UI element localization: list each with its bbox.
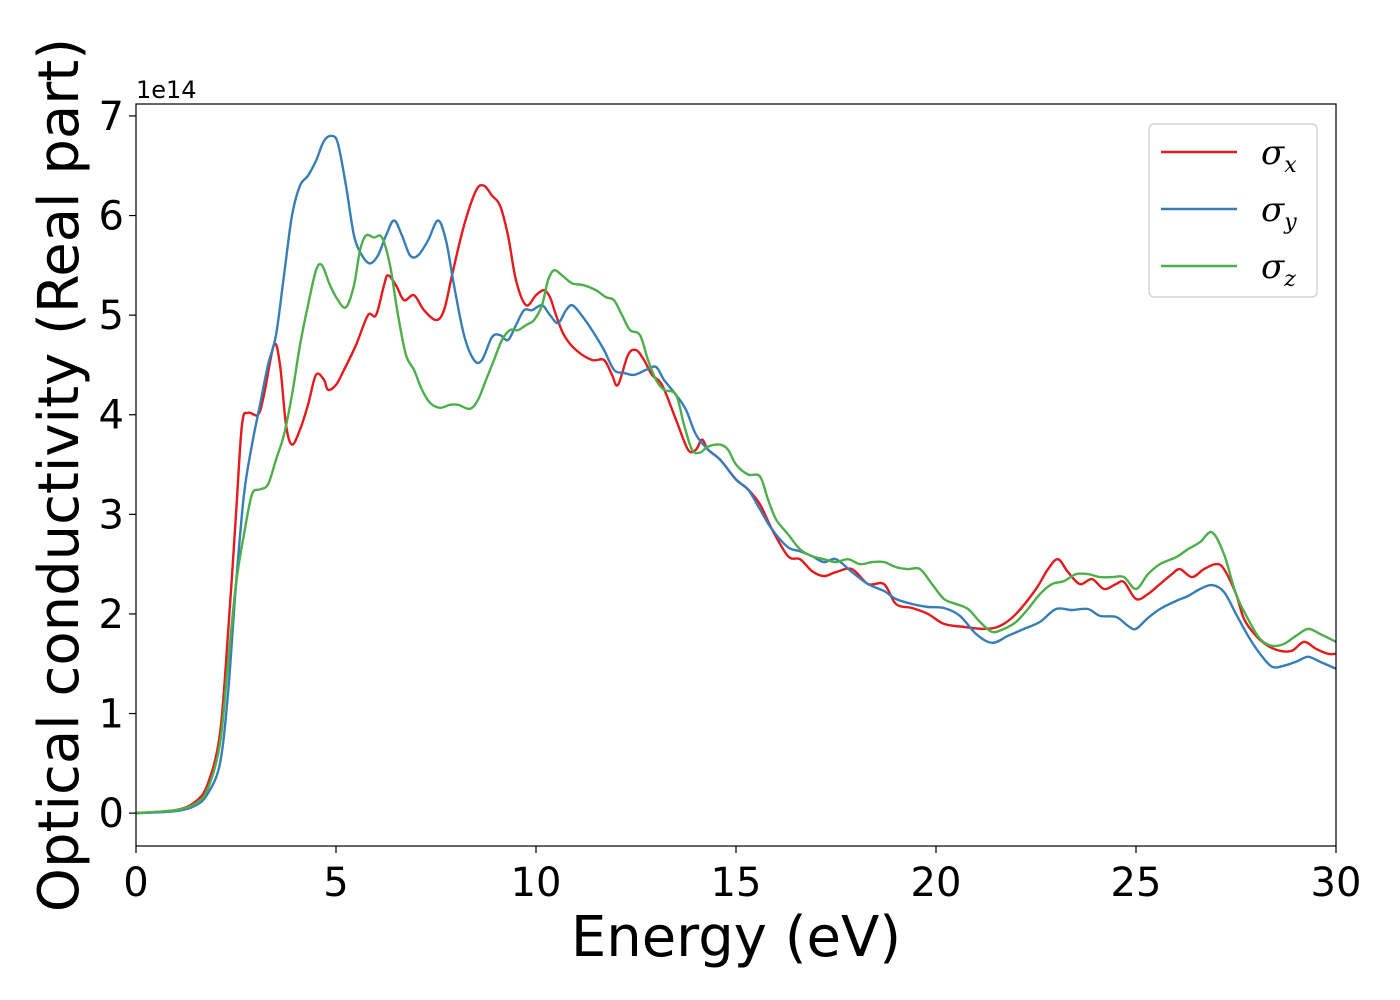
y-tick-label: 1 (99, 692, 124, 738)
y-tick-label: 3 (99, 492, 124, 538)
y-axis-offset-label: 1e14 (136, 76, 197, 104)
y-axis-title: Optical conductivity (Real part) (27, 38, 92, 912)
legend-label-y: σy (1261, 190, 1297, 235)
series-line-z (135, 233, 1337, 815)
legend-label-z: σz (1261, 247, 1296, 292)
x-tick-label: 15 (711, 860, 762, 906)
x-axis-title: Energy (eV) (571, 905, 901, 970)
legend-frame (1148, 123, 1318, 298)
axis-ticks: 0 5 10 15 20 25 30 0 1 2 3 4 5 6 7 (99, 94, 1362, 906)
series-line-y (135, 134, 1337, 815)
y-tick-label: 4 (99, 393, 124, 439)
x-tick-label: 10 (511, 860, 562, 906)
x-tick-label: 0 (123, 860, 148, 906)
y-tick-label: 0 (99, 791, 124, 837)
legend-label-x: σx (1261, 133, 1297, 178)
x-tick-label: 30 (1311, 860, 1362, 906)
y-tick-label: 2 (99, 592, 124, 638)
y-tick-label: 7 (99, 94, 124, 140)
x-tick-label: 25 (1111, 860, 1162, 906)
x-tick-label: 5 (323, 860, 348, 906)
series-line-x (135, 183, 1337, 815)
series-layer (135, 134, 1337, 815)
y-tick-label: 6 (99, 194, 124, 240)
legend: σx σy σz (1148, 123, 1318, 298)
x-tick-label: 20 (911, 860, 962, 906)
y-tick-label: 5 (99, 293, 124, 339)
